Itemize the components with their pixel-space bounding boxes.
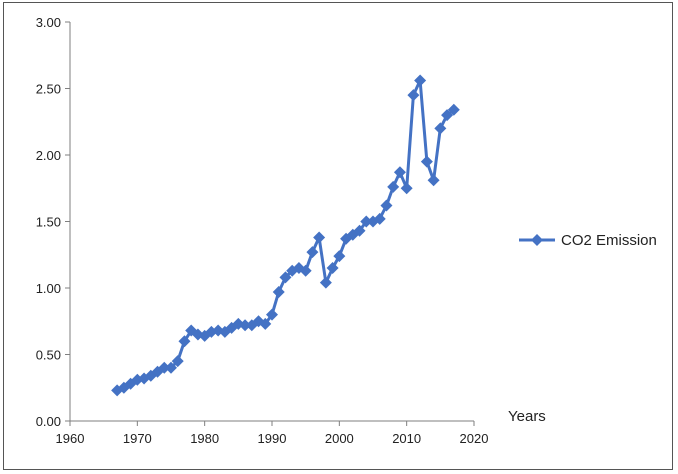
data-point-marker (239, 319, 252, 332)
data-point-marker (171, 355, 184, 368)
x-tick-label: 2000 (325, 431, 354, 446)
data-point-marker (279, 271, 292, 284)
data-point-marker (420, 155, 433, 168)
data-point-marker (434, 122, 447, 135)
y-tick-label: 0.00 (36, 414, 61, 429)
data-point-marker (259, 317, 272, 330)
data-point-marker (427, 174, 440, 187)
data-point-marker (360, 215, 373, 228)
y-tick-label: 3.00 (36, 15, 61, 30)
x-axis-title: Years (508, 408, 546, 425)
x-tick-label: 1980 (190, 431, 219, 446)
y-tick-label: 2.50 (36, 82, 61, 97)
data-point-marker (333, 250, 346, 263)
data-point-marker (393, 166, 406, 179)
legend: CO2 Emission (519, 232, 657, 249)
data-point-marker (447, 103, 460, 116)
data-point-marker (306, 246, 319, 259)
data-point-marker (266, 308, 278, 321)
x-tick-label: 2010 (392, 431, 421, 446)
data-point-marker (319, 276, 332, 289)
x-tick-label: 1970 (123, 431, 152, 446)
y-tick-label: 1.00 (36, 281, 61, 296)
data-point-marker (407, 89, 420, 102)
data-point-marker (313, 231, 326, 244)
x-axis-ticks: 1960 1970 1980 1990 2000 2010 2020 (56, 421, 489, 446)
x-tick-label: 2020 (460, 431, 489, 446)
data-point-marker (158, 361, 171, 374)
y-tick-label: 1.50 (36, 215, 61, 230)
data-point-marker (380, 199, 393, 212)
x-tick-label: 1990 (258, 431, 287, 446)
data-point-marker (326, 262, 339, 275)
y-axis-ticks: 0.00 0.50 1.00 1.50 2.00 2.50 3.00 (36, 15, 70, 429)
data-point-marker (178, 335, 191, 348)
data-point-marker (387, 180, 400, 193)
legend-marker-diamond (531, 234, 543, 246)
series-line (116, 79, 455, 392)
data-point-marker (441, 109, 454, 122)
data-point-marker (353, 224, 366, 237)
data-point-marker (299, 264, 312, 277)
data-point-marker (272, 285, 285, 298)
data-point-marker (414, 74, 427, 87)
series-layer (111, 74, 460, 397)
y-tick-label: 2.00 (36, 148, 61, 163)
legend-label: CO2 Emission (561, 232, 657, 249)
data-point-marker (165, 361, 177, 374)
x-tick-label: 1960 (56, 431, 85, 446)
data-point-marker (373, 212, 386, 225)
y-tick-label: 0.50 (36, 348, 61, 363)
data-point-marker (400, 182, 413, 195)
